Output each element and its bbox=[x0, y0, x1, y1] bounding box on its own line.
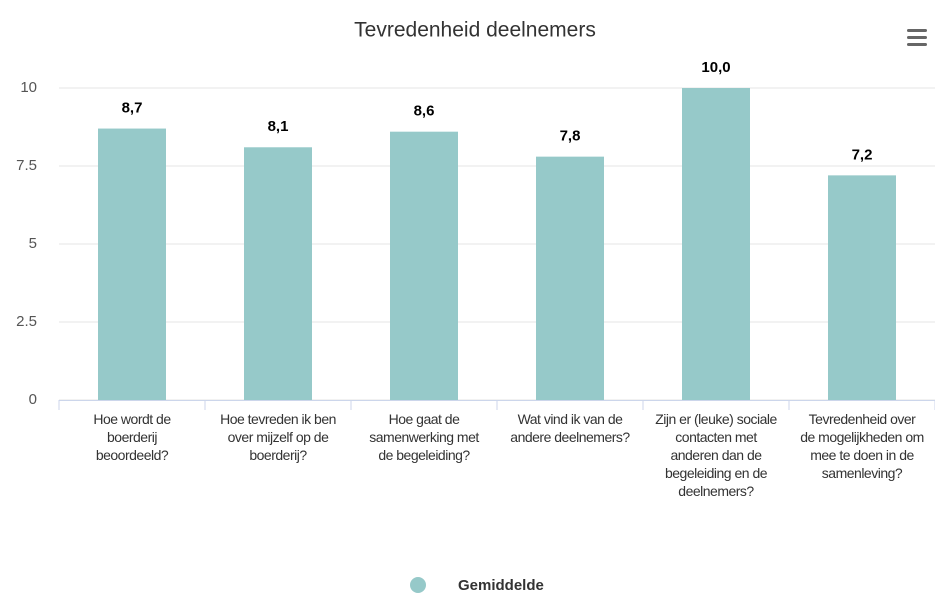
x-tick-label: Zijn er (leuke) sociale contacten met an… bbox=[655, 411, 777, 499]
x-tick-label: Wat vind ik van de andere deelnemers? bbox=[510, 411, 630, 445]
bar bbox=[682, 88, 750, 400]
y-tick-label: 5 bbox=[29, 235, 37, 252]
data-label: 7,8 bbox=[560, 128, 581, 145]
bar bbox=[536, 156, 604, 400]
y-tick-label: 0 bbox=[29, 391, 37, 408]
y-tick-label: 10 bbox=[20, 79, 37, 96]
x-tick-label: Hoe tevreden ik ben over mijzelf op de b… bbox=[220, 411, 336, 463]
data-label: 8,7 bbox=[122, 100, 143, 117]
bar bbox=[98, 128, 166, 400]
data-label: 10,0 bbox=[701, 59, 730, 76]
x-tick-label: Hoe wordt de boerderij beoordeeld? bbox=[93, 411, 171, 463]
data-label: 8,6 bbox=[414, 103, 435, 120]
data-label: 7,2 bbox=[852, 146, 873, 163]
data-label: 8,1 bbox=[268, 118, 289, 135]
y-tick-label: 2.5 bbox=[16, 313, 37, 330]
bar bbox=[244, 147, 312, 400]
x-tick-label: Tevredenheid over de mogelijkheden om me… bbox=[800, 411, 924, 481]
legend-marker bbox=[410, 577, 426, 593]
legend-label: Gemiddelde bbox=[458, 577, 544, 594]
bar bbox=[390, 131, 458, 400]
bar bbox=[828, 175, 896, 400]
y-tick-label: 7.5 bbox=[16, 157, 37, 174]
menu-icon[interactable] bbox=[907, 29, 927, 46]
chart-title: Tevredenheid deelnemers bbox=[354, 19, 596, 42]
x-tick-label: Hoe gaat de samenwerking met de begeleid… bbox=[369, 411, 479, 463]
